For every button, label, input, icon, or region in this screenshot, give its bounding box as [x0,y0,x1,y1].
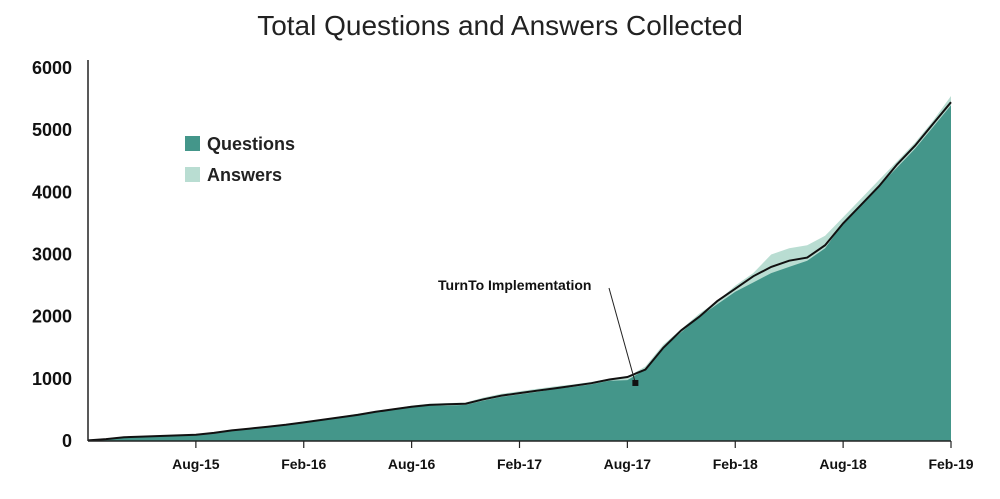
legend-label-questions: Questions [207,134,295,154]
y-tick-label: 6000 [32,58,72,78]
x-tick-label: Feb-16 [281,456,326,472]
chart-title: Total Questions and Answers Collected [257,10,743,41]
annotation-pointer [608,287,636,384]
annotation: TurnTo Implementation [438,277,639,386]
total-line [87,101,952,442]
x-tick-label: Aug-16 [388,456,436,472]
x-tick-label: Feb-19 [928,456,973,472]
y-tick-label: 2000 [32,307,72,327]
x-tick-label: Feb-18 [713,456,758,472]
legend-swatch-answers [185,167,200,182]
y-tick-label: 4000 [32,182,72,202]
x-tick-label: Aug-15 [172,456,220,472]
x-tick-label: Feb-17 [497,456,542,472]
y-tick-label: 0 [62,431,72,451]
y-tick-label: 5000 [32,120,72,140]
series-area-questions [88,105,951,442]
legend-label-answers: Answers [207,165,282,185]
annotation-marker [632,379,639,386]
legend-swatch-questions [185,136,200,151]
y-tick-label: 1000 [32,369,72,389]
x-tick-label: Aug-18 [819,456,867,472]
legend: Questions Answers [185,134,295,185]
y-tick-label: 3000 [32,245,72,265]
chart-areas [87,96,952,442]
y-axis-ticks: 0 1000 2000 3000 4000 5000 6000 [32,58,72,451]
x-axis-ticks: Aug-15 Feb-16 Aug-16 Feb-17 Aug-17 Feb-18 Aug-… [172,441,974,472]
x-tick-label: Aug-17 [604,456,652,472]
annotation-label: TurnTo Implementation [438,277,591,293]
